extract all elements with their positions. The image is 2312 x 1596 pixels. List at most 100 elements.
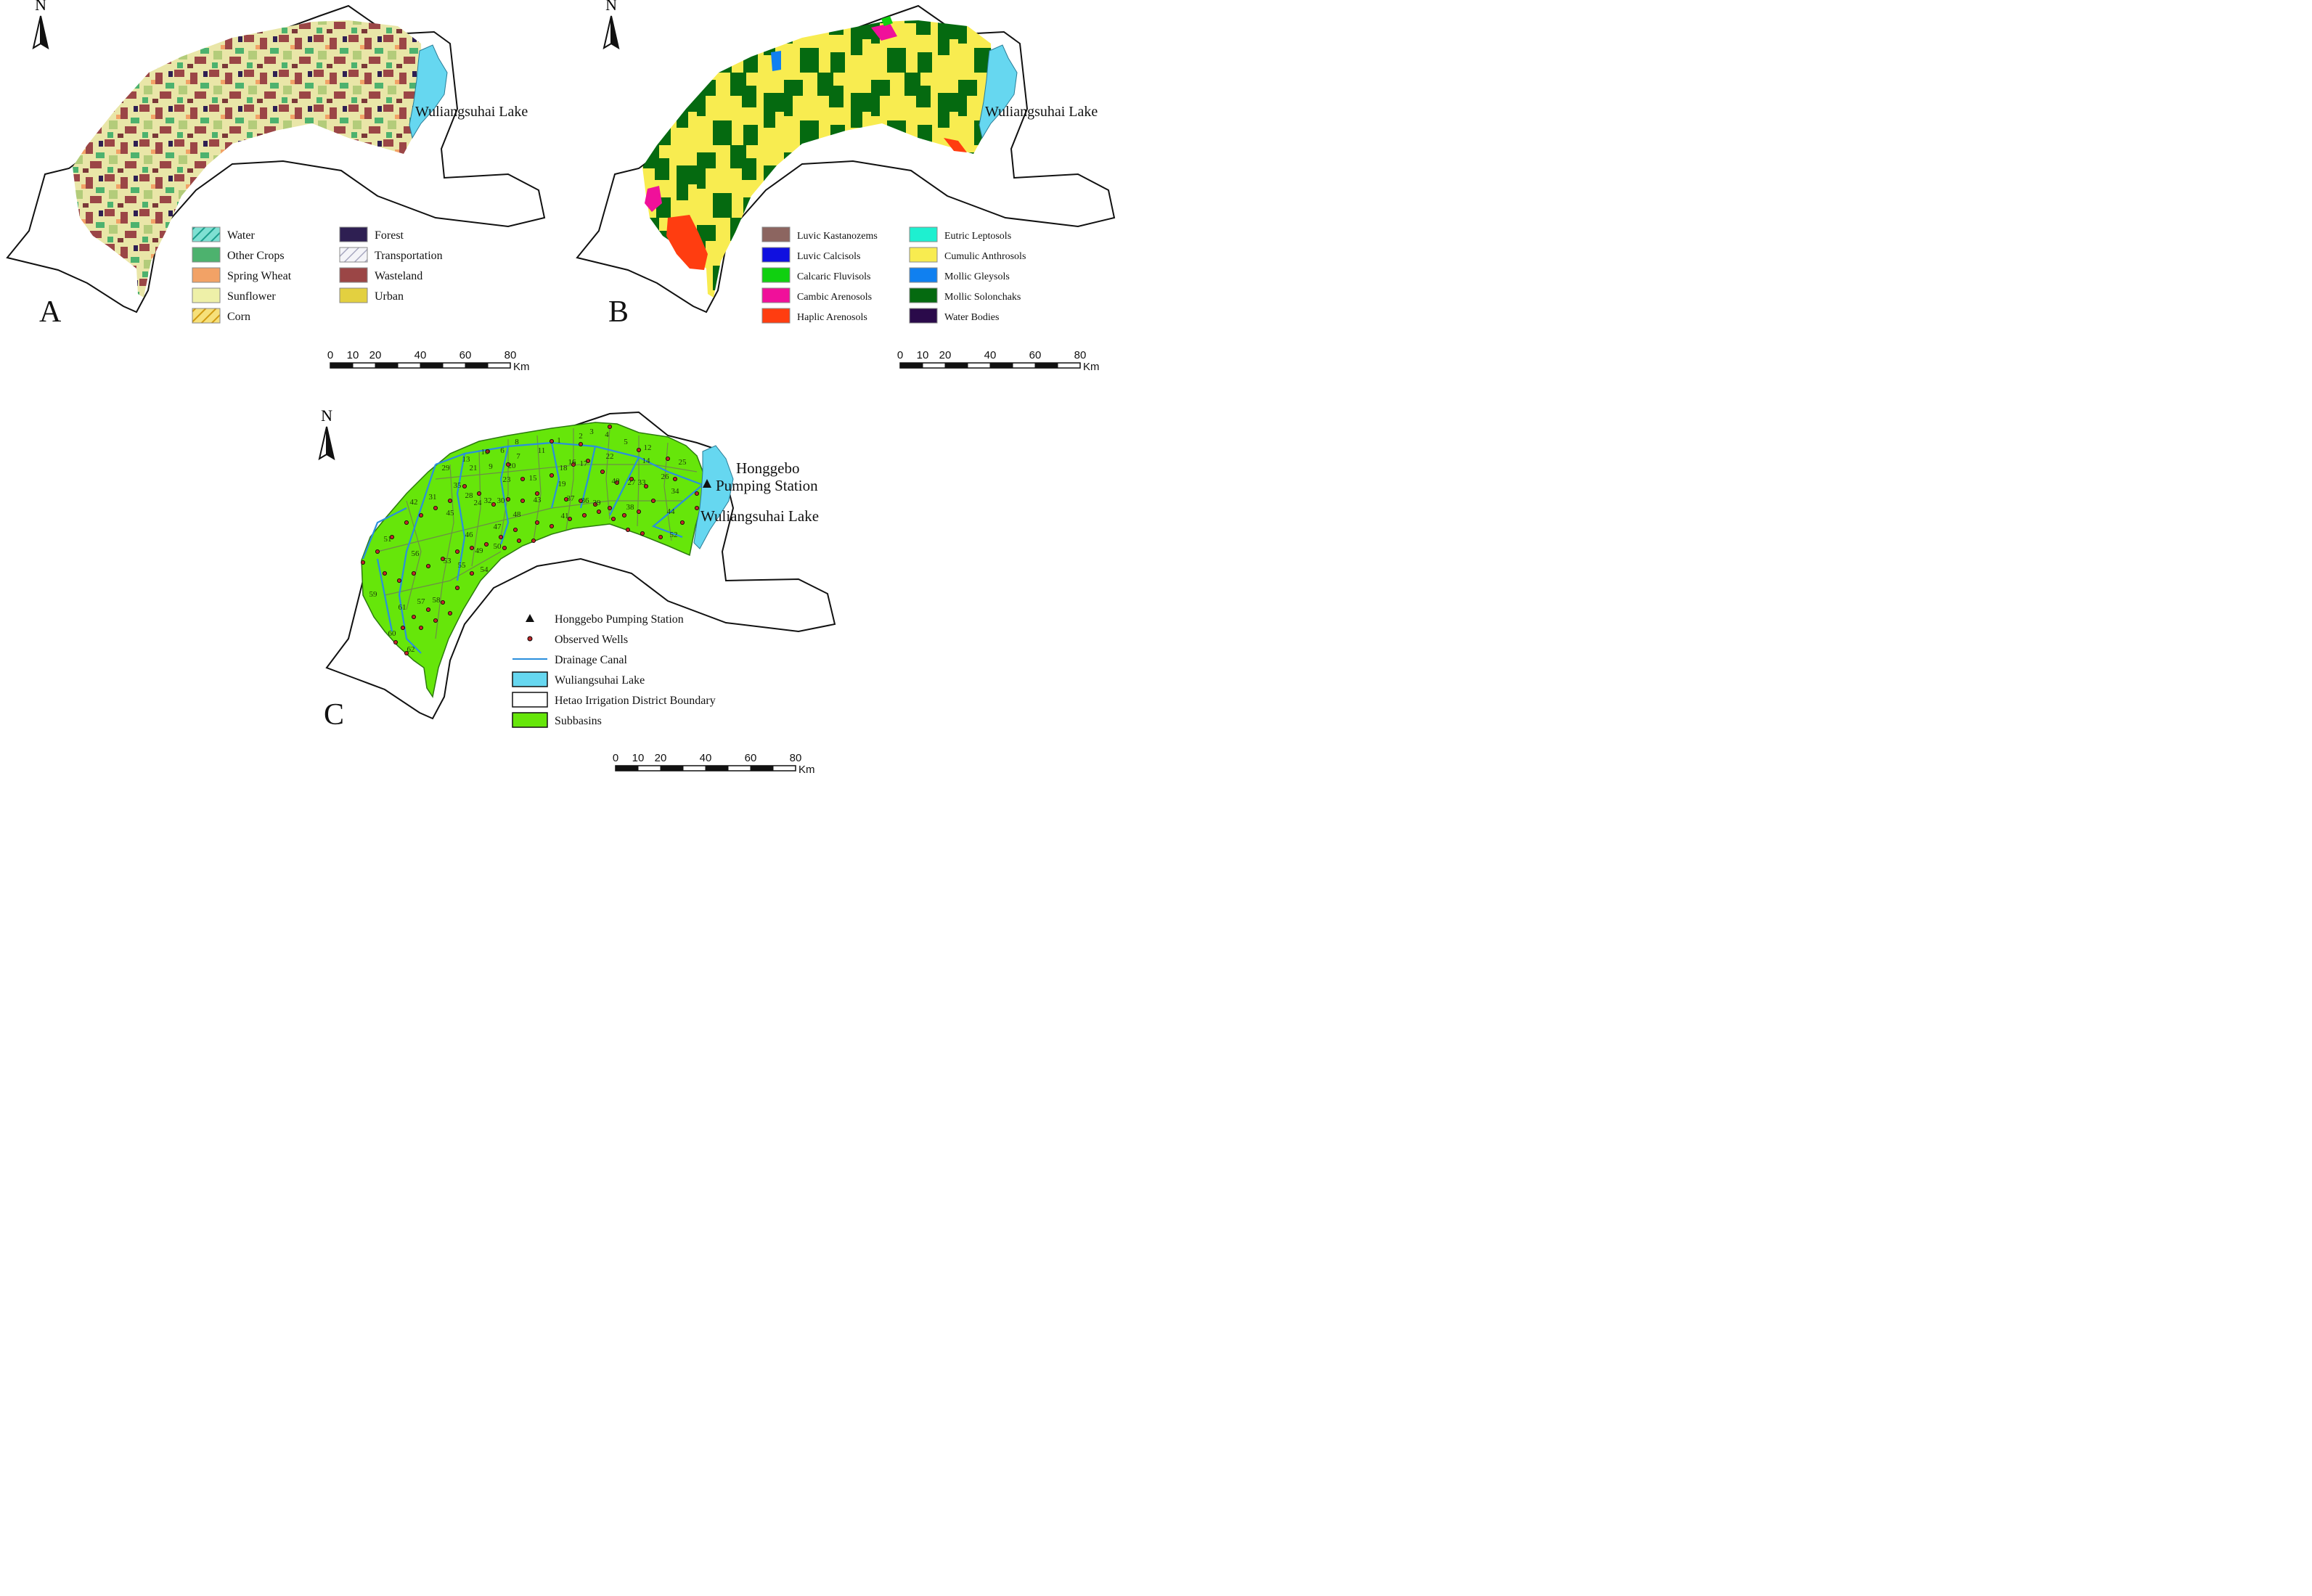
observed-well [375, 549, 380, 554]
lake-c [693, 445, 734, 549]
legend-label-haplic-arenosols: Haplic Arenosols [797, 312, 867, 323]
scale-segment [637, 765, 661, 772]
legend-label-wasteland: Wasteland [375, 270, 422, 282]
drainage-canals-c [361, 441, 703, 654]
observed-well [491, 502, 497, 507]
observed-well [637, 510, 642, 515]
legend-swatch-luvic-kastanozems [761, 226, 791, 242]
subbasin-number: 10 [481, 448, 490, 457]
scale-tick-label: 80 [505, 349, 517, 361]
legend-label-luvic-calcisols: Luvic Calcisols [797, 251, 861, 262]
observed-well [441, 557, 446, 562]
lake-b [979, 44, 1018, 139]
observed-well [637, 448, 642, 453]
observed-well [615, 480, 620, 486]
observed-well [579, 499, 584, 504]
observed-well [477, 491, 482, 496]
soil-gleysol-b [771, 51, 781, 71]
scale-segment [899, 362, 923, 369]
legend-label-spring-wheat: Spring Wheat [227, 270, 292, 282]
subbasin-number: 24 [474, 499, 483, 507]
observed-well [462, 484, 467, 489]
subbasin-number: 11 [538, 446, 546, 455]
subbasin-number: 31 [429, 493, 437, 502]
subbasin-number: 46 [465, 531, 474, 539]
observed-well [448, 499, 453, 504]
scale-tick-label: 10 [632, 752, 645, 764]
scale-segment [1012, 362, 1036, 369]
observed-well [673, 477, 678, 482]
station-label-line2: Pumping Station [716, 477, 818, 494]
subbasin-number: 21 [470, 464, 478, 472]
soil-haplic-b [666, 215, 708, 270]
scale-tick-label: 10 [347, 349, 359, 361]
observed-well [550, 473, 555, 478]
observed-well [600, 470, 605, 475]
scale-tick-label: 60 [1029, 349, 1042, 361]
scale-tick-label: 0 [613, 752, 618, 764]
legend-label-sunflower: Sunflower [227, 290, 276, 303]
legend-label-other-crops: Other Crops [227, 250, 285, 262]
subbasin-number: 57 [417, 597, 426, 606]
subbasin-number: 8 [515, 438, 519, 446]
observed-well [486, 449, 491, 454]
legend-label-mollic-solonchaks: Mollic Solonchaks [944, 292, 1021, 303]
observed-well [401, 626, 406, 631]
scale-segment [397, 362, 421, 369]
scale-segment [465, 362, 489, 369]
subbasin-number: 28 [465, 491, 474, 500]
subbasin-number: 35 [454, 481, 462, 490]
subbasin-number: 58 [433, 596, 441, 605]
observed-well [484, 542, 489, 547]
legend-label-wuliangsuhai-lake: Wuliangsuhai Lake [555, 674, 645, 687]
legend-swatch-water-bodies [909, 308, 938, 324]
observed-well [470, 546, 475, 551]
subbasin-number: 50 [494, 542, 502, 551]
subbasin-number: 26 [661, 472, 670, 481]
subbasin-number: 18 [560, 464, 568, 472]
legend-swatch-water [192, 226, 221, 242]
observed-well [622, 513, 627, 518]
observed-well [651, 499, 656, 504]
observed-well [586, 459, 591, 464]
subbasin-number: 2 [579, 432, 583, 441]
legend-swatch-haplic-arenosols [761, 308, 791, 324]
subbasin-number: 12 [644, 443, 652, 452]
legend-label-forest: Forest [375, 229, 404, 242]
observed-well [360, 560, 365, 565]
subbasin-number: 3 [589, 427, 594, 436]
observed-well [506, 462, 511, 467]
scale-tick-label: 20 [939, 349, 952, 361]
subbasin-number: 49 [475, 547, 484, 555]
subbasin-number: 54 [481, 565, 489, 574]
observed-well [412, 571, 417, 576]
legend-swatch-calcaric-fluvisols [761, 267, 791, 283]
legend-symbol-wuliangsuhai-lake [512, 671, 548, 687]
observed-well [629, 477, 634, 482]
subbasin-number: 44 [667, 507, 676, 516]
legend-swatch-transportation [339, 247, 368, 263]
scale-tick-label: 10 [917, 349, 929, 361]
observed-well [644, 484, 649, 489]
subbasin-number: 19 [558, 480, 567, 488]
lake-a [409, 44, 448, 139]
scale-tick-label: 0 [327, 349, 333, 361]
observed-well [666, 457, 671, 462]
scale-segment [330, 362, 354, 369]
legend-label-cambic-arenosols: Cambic Arenosols [797, 292, 872, 303]
observed-well [535, 520, 540, 525]
legend-label-calcaric-fluvisols: Calcaric Fluvisols [797, 271, 871, 282]
scale-tick-label: 40 [984, 349, 997, 361]
observed-well [426, 607, 431, 613]
subbasin-number: 45 [446, 509, 455, 517]
legend-label-eutric-leptosols: Eutric Leptosols [944, 231, 1011, 242]
subbasin-number: 37 [567, 494, 576, 503]
scale-segment [1057, 362, 1081, 369]
observed-well [455, 586, 460, 591]
observed-well [448, 611, 453, 616]
legend-swatch-wasteland [339, 267, 368, 283]
